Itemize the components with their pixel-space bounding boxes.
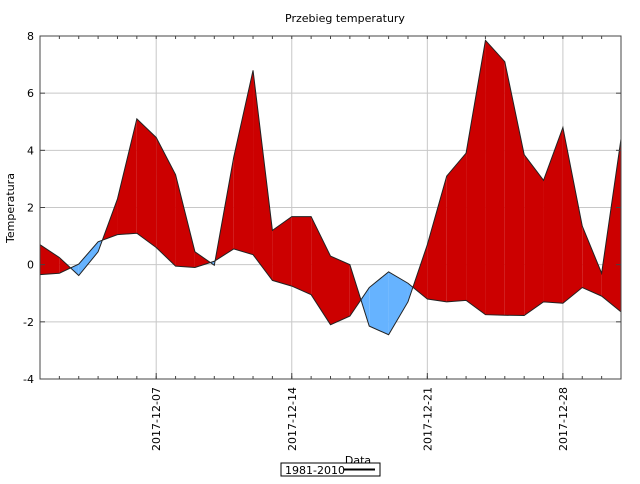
y-tick-label: 0 <box>27 259 34 272</box>
y-tick-label: 4 <box>27 144 34 157</box>
legend-label: 1981-2010 <box>285 464 345 477</box>
fill-above-normal <box>253 70 273 281</box>
fill-above-normal <box>582 226 602 297</box>
y-axis-label: Temperatura <box>4 173 17 244</box>
fill-below-normal <box>78 241 99 276</box>
fill-below-normal <box>369 271 389 335</box>
x-tick-labels: 2017-12-07 2017-12-14 2017-12-21 2017-12-28 <box>150 387 570 451</box>
fill-above-normal <box>59 257 71 274</box>
fill-above-normal <box>504 61 525 316</box>
fill-above-normal <box>40 244 60 275</box>
x-tick-label: 2017-12-07 <box>150 387 163 451</box>
fill-above-normal <box>601 138 621 312</box>
series-line-1981-2010 <box>39 232 622 326</box>
fill-above-normal <box>311 216 331 325</box>
fill-above-normal <box>117 118 137 235</box>
x-tick-label: 2017-12-28 <box>557 387 570 451</box>
fill-above-normal <box>233 70 254 255</box>
fill-above-normal <box>446 153 467 302</box>
fill-above-normal <box>156 137 176 267</box>
y-tick-label: 8 <box>27 30 34 43</box>
fill-areas <box>40 40 621 335</box>
fill-above-normal <box>272 216 292 287</box>
series-lines <box>39 39 622 336</box>
y-tick-label: 2 <box>27 202 34 215</box>
fill-above-normal <box>466 40 486 315</box>
legend: 1981-2010 <box>280 462 381 477</box>
y-tick-label: -4 <box>23 373 34 386</box>
x-tick-label: 2017-12-14 <box>286 387 299 451</box>
series-line-actual <box>39 39 622 336</box>
legend-box <box>280 462 381 477</box>
fill-above-normal <box>543 127 563 304</box>
fill-below-normal <box>388 271 408 335</box>
fill-above-normal <box>427 176 447 302</box>
fill-above-normal <box>412 244 428 299</box>
fill-above-normal <box>136 118 157 248</box>
y-tick-label: -2 <box>23 316 34 329</box>
chart-title: Przebieg temperatury <box>285 12 405 25</box>
fill-above-normal <box>291 216 312 295</box>
fill-above-normal <box>562 127 583 304</box>
fill-above-normal <box>524 154 544 316</box>
y-tick-labels: -4 -2 0 2 4 6 8 <box>23 30 34 386</box>
fill-below-normal <box>70 264 79 276</box>
x-tick-label: 2017-12-21 <box>421 387 434 451</box>
fill-above-normal <box>485 40 505 316</box>
y-tick-label: 6 <box>27 87 34 100</box>
fill-above-normal <box>330 256 350 325</box>
fill-above-normal <box>175 174 195 268</box>
ticks <box>39 35 622 380</box>
